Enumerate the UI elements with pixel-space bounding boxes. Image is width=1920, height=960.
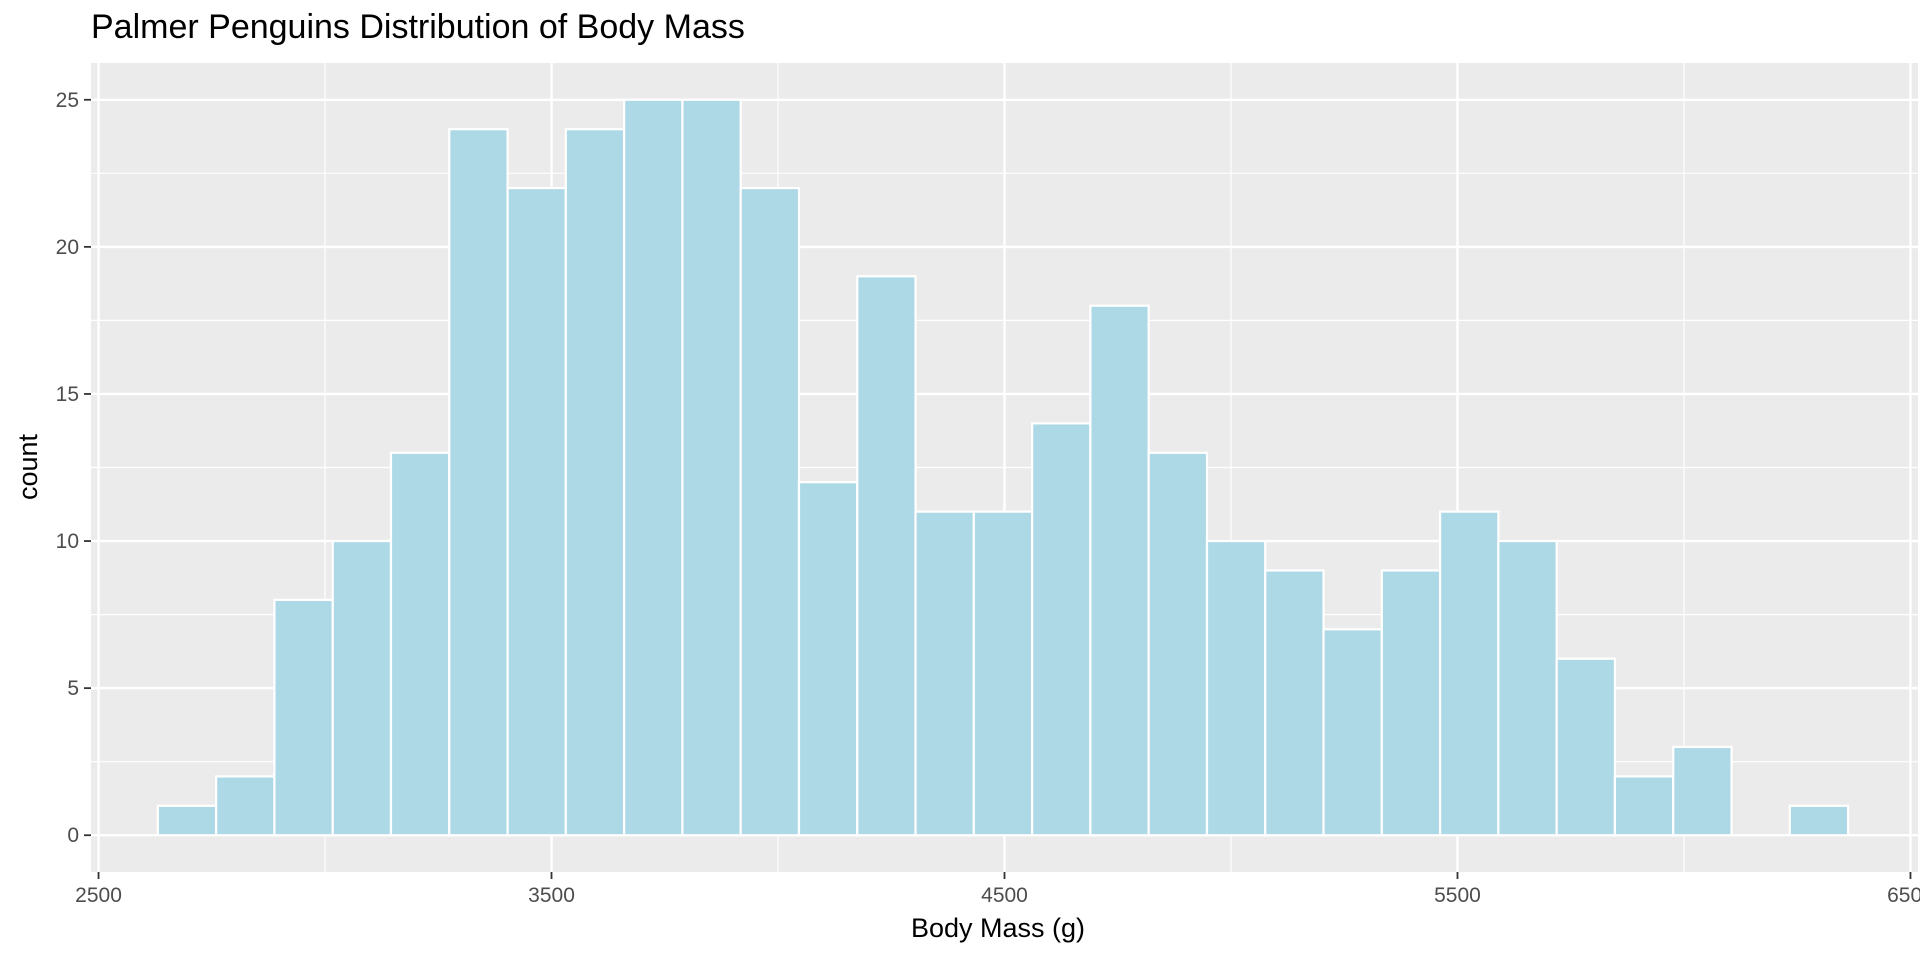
y-axis: 0 5 10 15 20 25 bbox=[56, 89, 91, 847]
y-axis-title: count bbox=[13, 433, 43, 500]
histogram-bar bbox=[1264, 569, 1325, 837]
histogram-bar bbox=[448, 128, 509, 837]
histogram-bar bbox=[1555, 657, 1617, 837]
histogram-bar bbox=[1613, 775, 1675, 837]
y-tick-label: 20 bbox=[56, 236, 79, 259]
histogram-bar bbox=[1380, 569, 1442, 837]
y-tick-label: 0 bbox=[67, 824, 79, 847]
histogram-bar bbox=[739, 186, 801, 837]
x-tick-label: 4500 bbox=[981, 884, 1028, 907]
chart-title: Palmer Penguins Distribution of Body Mas… bbox=[91, 8, 745, 46]
x-tick-label: 6500 bbox=[1887, 884, 1920, 907]
histogram-bar bbox=[1438, 510, 1500, 837]
histogram-bars bbox=[156, 98, 1850, 837]
histogram-bar bbox=[156, 804, 218, 837]
histogram-bar bbox=[331, 539, 393, 837]
y-tick-label: 10 bbox=[56, 530, 79, 553]
histogram-bar bbox=[1497, 539, 1558, 837]
histogram-bar bbox=[273, 598, 334, 837]
histogram-bar bbox=[1205, 539, 1267, 837]
histogram-bar bbox=[506, 186, 567, 837]
y-tick-label: 25 bbox=[56, 89, 79, 112]
histogram-bar bbox=[389, 451, 451, 837]
histogram-bar bbox=[681, 98, 742, 837]
histogram-bar bbox=[797, 481, 859, 837]
histogram-bar bbox=[623, 98, 684, 837]
histogram-bar bbox=[1788, 804, 1850, 837]
histogram-bar bbox=[972, 510, 1034, 837]
histogram-bar bbox=[215, 775, 276, 837]
histogram-bar bbox=[914, 510, 975, 837]
histogram-bar bbox=[564, 128, 626, 837]
histogram-bar bbox=[1672, 745, 1733, 837]
x-axis-title: Body Mass (g) bbox=[911, 913, 1085, 943]
y-tick-label: 5 bbox=[67, 677, 79, 700]
histogram-bar bbox=[856, 275, 917, 837]
x-tick-label: 3500 bbox=[528, 884, 575, 907]
x-tick-label: 5500 bbox=[1434, 884, 1481, 907]
y-tick-label: 15 bbox=[56, 383, 79, 406]
x-tick-label: 2500 bbox=[75, 884, 122, 907]
histogram-bar bbox=[1322, 628, 1383, 837]
histogram-bar bbox=[1089, 304, 1150, 837]
histogram-bar bbox=[1147, 451, 1209, 837]
x-axis: 2500 3500 4500 5500 6500 bbox=[75, 872, 1920, 907]
histogram-bar bbox=[1031, 422, 1092, 837]
